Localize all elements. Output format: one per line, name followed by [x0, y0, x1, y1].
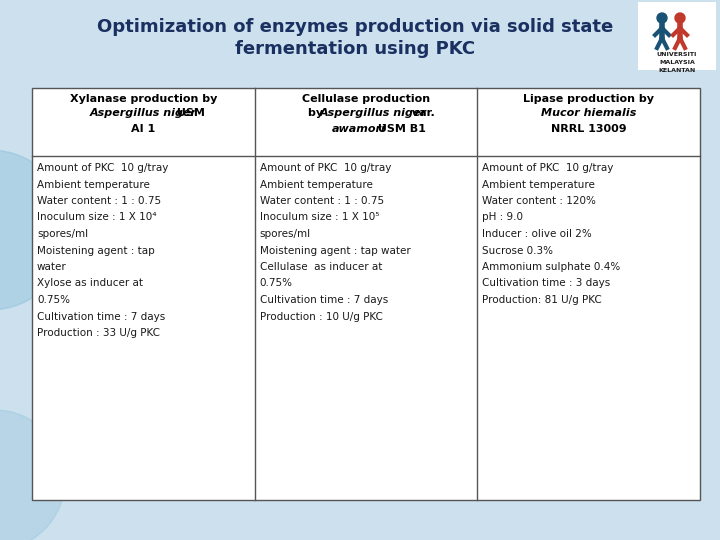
Text: var.: var.: [408, 108, 435, 118]
Text: Amount of PKC  10 g/tray: Amount of PKC 10 g/tray: [260, 163, 391, 173]
Text: USM: USM: [174, 108, 205, 118]
Circle shape: [45, 230, 75, 260]
Text: Cultivation time : 7 days: Cultivation time : 7 days: [260, 295, 388, 305]
Text: Water content : 120%: Water content : 120%: [482, 196, 596, 206]
Circle shape: [0, 410, 65, 540]
Text: Amount of PKC  10 g/tray: Amount of PKC 10 g/tray: [482, 163, 613, 173]
Text: NRRL 13009: NRRL 13009: [551, 124, 626, 134]
FancyBboxPatch shape: [638, 2, 716, 70]
Text: Water content : 1 : 0.75: Water content : 1 : 0.75: [260, 196, 384, 206]
Bar: [32, 88, 700, 500]
Text: pH : 9.0: pH : 9.0: [482, 213, 523, 222]
Circle shape: [0, 150, 70, 310]
Text: Ambient temperature: Ambient temperature: [482, 179, 595, 190]
Text: Aspergillus niger: Aspergillus niger: [320, 108, 427, 118]
Text: water: water: [37, 262, 67, 272]
Text: Production : 10 U/g PKC: Production : 10 U/g PKC: [260, 312, 382, 321]
Text: Ambient temperature: Ambient temperature: [37, 179, 150, 190]
Text: 0.75%: 0.75%: [37, 295, 70, 305]
Text: KELANTAN: KELANTAN: [658, 68, 696, 73]
Text: awamori: awamori: [332, 124, 386, 134]
Text: Ammonium sulphate 0.4%: Ammonium sulphate 0.4%: [482, 262, 621, 272]
Text: Cultivation time : 7 days: Cultivation time : 7 days: [37, 312, 166, 321]
Text: Cellulase  as inducer at: Cellulase as inducer at: [260, 262, 382, 272]
Text: Mucor hiemalis: Mucor hiemalis: [541, 108, 636, 118]
Text: Lipase production by: Lipase production by: [523, 94, 654, 104]
Text: Xylose as inducer at: Xylose as inducer at: [37, 279, 143, 288]
Text: 0.75%: 0.75%: [260, 279, 292, 288]
Text: Moistening agent : tap water: Moistening agent : tap water: [260, 246, 410, 255]
Text: spores/ml: spores/ml: [37, 229, 88, 239]
Circle shape: [675, 13, 685, 23]
Text: UNIVERSITI: UNIVERSITI: [657, 52, 697, 57]
Text: Production: 81 U/g PKC: Production: 81 U/g PKC: [482, 295, 602, 305]
Text: Inoculum size : 1 X 10⁵: Inoculum size : 1 X 10⁵: [260, 213, 379, 222]
Text: spores/ml: spores/ml: [260, 229, 311, 239]
Text: Cellulase production: Cellulase production: [302, 94, 430, 104]
Text: Inoculum size : 1 X 10⁴: Inoculum size : 1 X 10⁴: [37, 213, 156, 222]
Circle shape: [72, 259, 84, 271]
Text: USM B1: USM B1: [374, 124, 426, 134]
Text: Water content : 1 : 0.75: Water content : 1 : 0.75: [37, 196, 161, 206]
Text: fermentation using PKC: fermentation using PKC: [235, 40, 475, 58]
Text: MALAYSIA: MALAYSIA: [659, 60, 695, 65]
Text: Inducer : olive oil 2%: Inducer : olive oil 2%: [482, 229, 592, 239]
Text: Moistening agent : tap: Moistening agent : tap: [37, 246, 155, 255]
Text: Optimization of enzymes production via solid state: Optimization of enzymes production via s…: [97, 18, 613, 36]
Text: AI 1: AI 1: [131, 124, 156, 134]
Text: Aspergillus niger: Aspergillus niger: [90, 108, 197, 118]
Text: Sucrose 0.3%: Sucrose 0.3%: [482, 246, 554, 255]
Text: Cultivation time : 3 days: Cultivation time : 3 days: [482, 279, 611, 288]
Text: Amount of PKC  10 g/tray: Amount of PKC 10 g/tray: [37, 163, 168, 173]
Text: Production : 33 U/g PKC: Production : 33 U/g PKC: [37, 328, 160, 338]
Text: Xylanase production by: Xylanase production by: [70, 94, 217, 104]
Text: by: by: [308, 108, 327, 118]
Text: Ambient temperature: Ambient temperature: [260, 179, 372, 190]
Circle shape: [657, 13, 667, 23]
